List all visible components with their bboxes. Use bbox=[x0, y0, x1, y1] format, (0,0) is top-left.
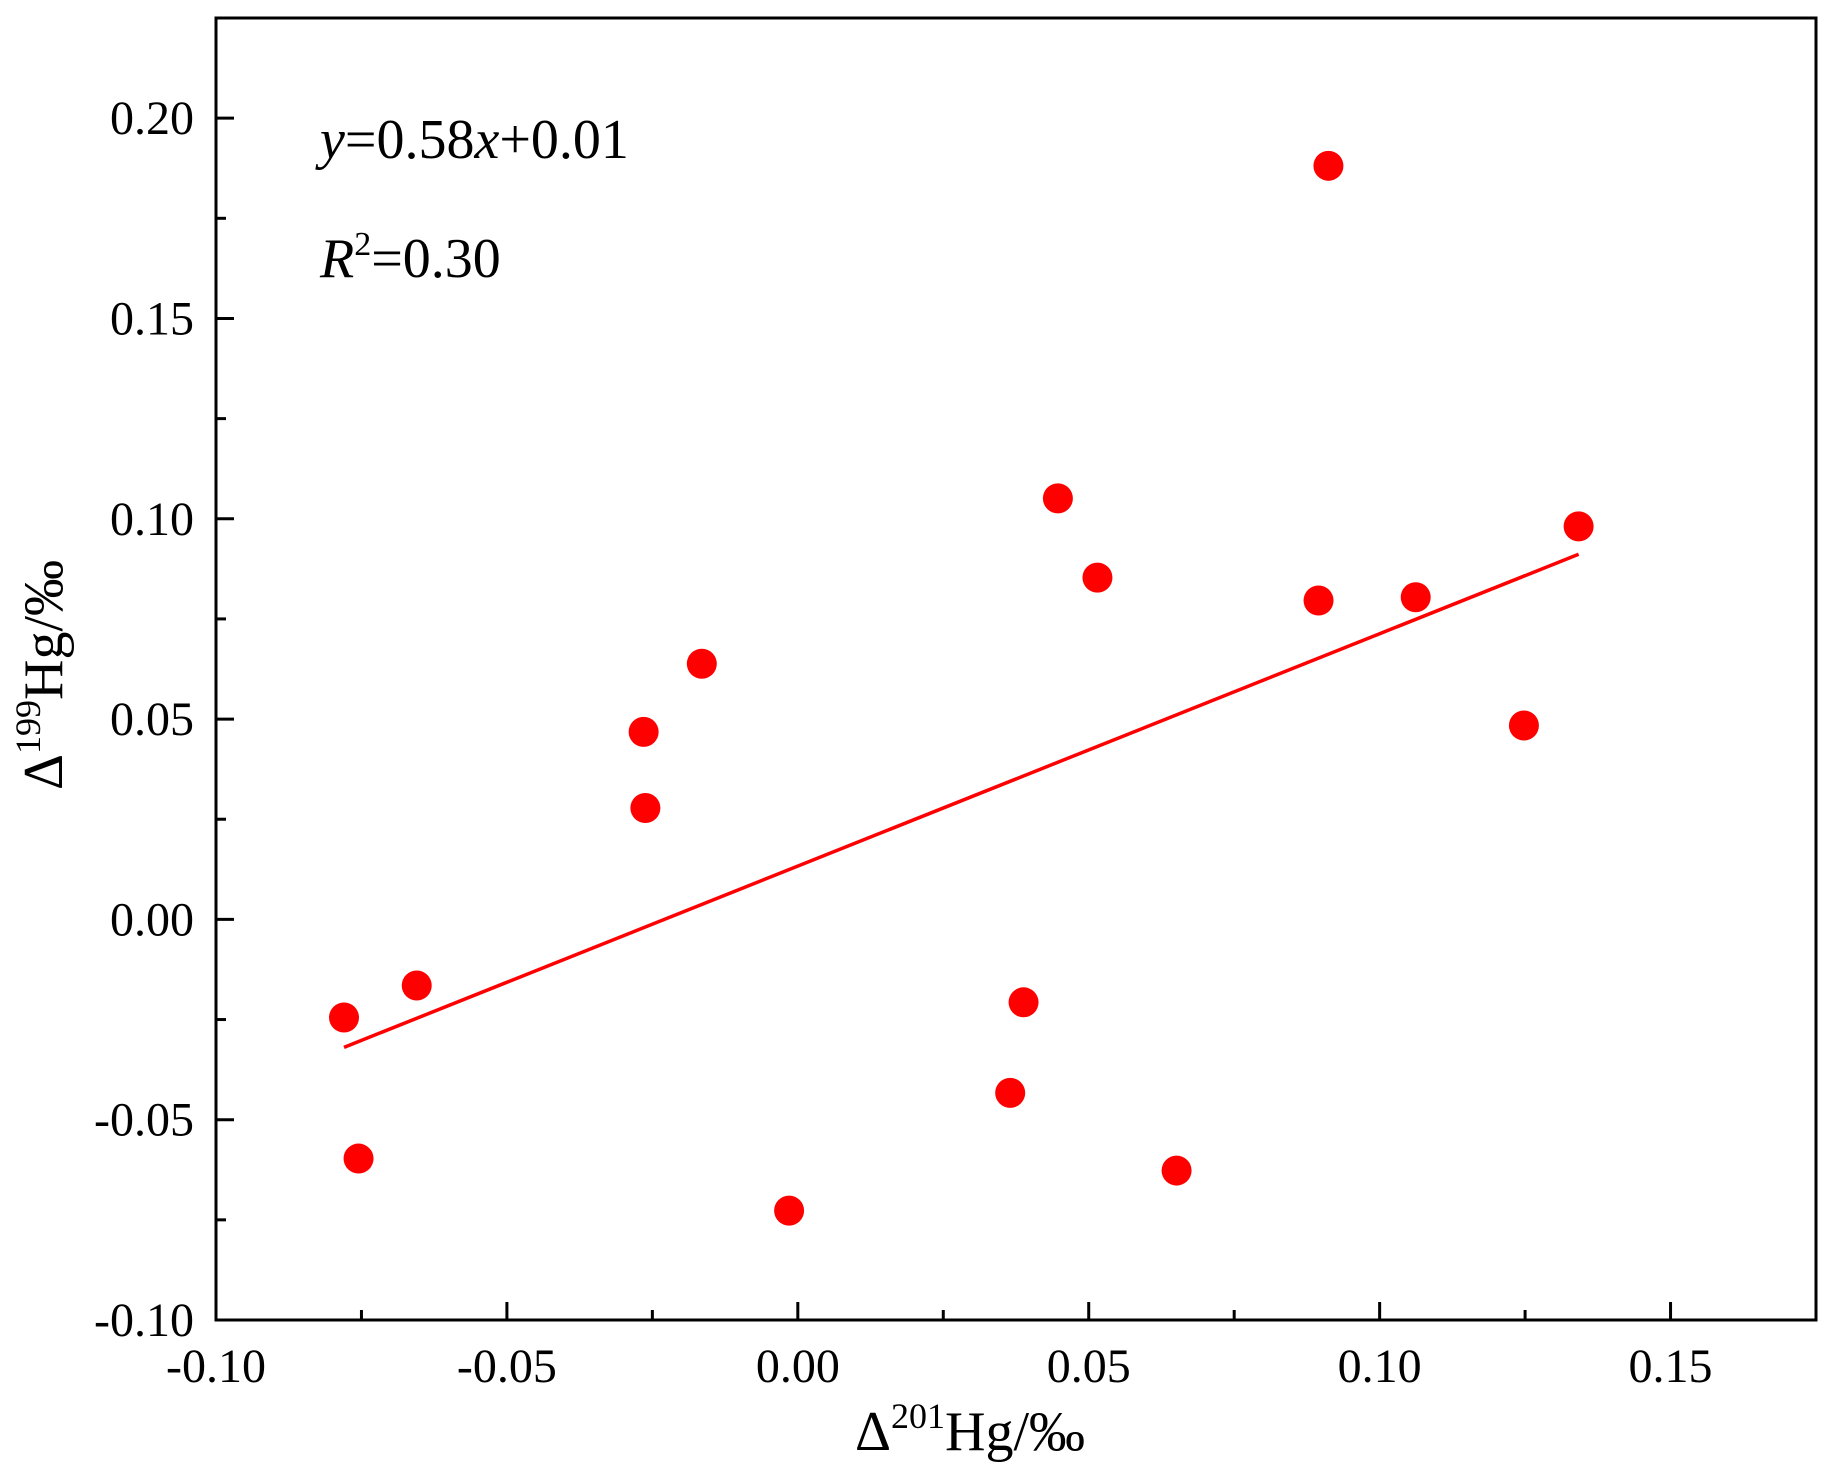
data-point bbox=[1008, 987, 1039, 1018]
data-point bbox=[343, 1143, 374, 1174]
data-point bbox=[1161, 1155, 1192, 1186]
data-point bbox=[1303, 585, 1334, 616]
data-point bbox=[1082, 562, 1113, 593]
r-squared: R2=0.30 bbox=[319, 226, 501, 290]
data-point bbox=[1400, 582, 1431, 613]
fit-line bbox=[343, 552, 1580, 1049]
data-point bbox=[1042, 483, 1073, 514]
data-point bbox=[628, 716, 659, 747]
data-point bbox=[995, 1077, 1026, 1108]
data-point bbox=[630, 793, 661, 824]
data-point bbox=[329, 1002, 359, 1033]
y-tick-label: -0.05 bbox=[94, 1094, 194, 1147]
y-axis-title: Δ199Hg/‰ bbox=[8, 560, 75, 790]
y-tick-label: -0.10 bbox=[94, 1294, 194, 1347]
x-axis-title: Δ201Hg/‰ bbox=[855, 1396, 1085, 1463]
x-tick-label: -0.05 bbox=[457, 1340, 557, 1393]
y-tick-label: 0.15 bbox=[110, 292, 194, 345]
data-point bbox=[1508, 710, 1539, 741]
fit-equation: y=0.58x+0.01 bbox=[315, 109, 629, 171]
y-tick-label: 0.10 bbox=[110, 493, 194, 546]
data-point bbox=[401, 970, 432, 1001]
data-point bbox=[686, 648, 717, 679]
x-tick-label: -0.10 bbox=[166, 1340, 266, 1393]
data-points bbox=[329, 150, 1594, 1226]
axis-ticks: -0.10 -0.05 0.00 0.05 0.10 0.15 -0.10 -0.05 0.00… bbox=[94, 92, 1713, 1393]
data-point bbox=[1313, 150, 1344, 181]
x-tick-label: 0.05 bbox=[1047, 1340, 1131, 1393]
data-point bbox=[1563, 511, 1594, 542]
x-tick-label: 0.10 bbox=[1338, 1340, 1422, 1393]
plot-frame bbox=[214, 16, 1818, 1322]
y-tick-label: 0.05 bbox=[110, 693, 194, 746]
y-tick-label: 0.20 bbox=[110, 92, 194, 145]
x-tick-label: 0.15 bbox=[1629, 1340, 1713, 1393]
data-point bbox=[774, 1195, 805, 1226]
fit-line-group bbox=[343, 552, 1580, 1049]
x-tick-label: 0.00 bbox=[756, 1340, 840, 1393]
y-tick-label: 0.00 bbox=[110, 893, 194, 946]
